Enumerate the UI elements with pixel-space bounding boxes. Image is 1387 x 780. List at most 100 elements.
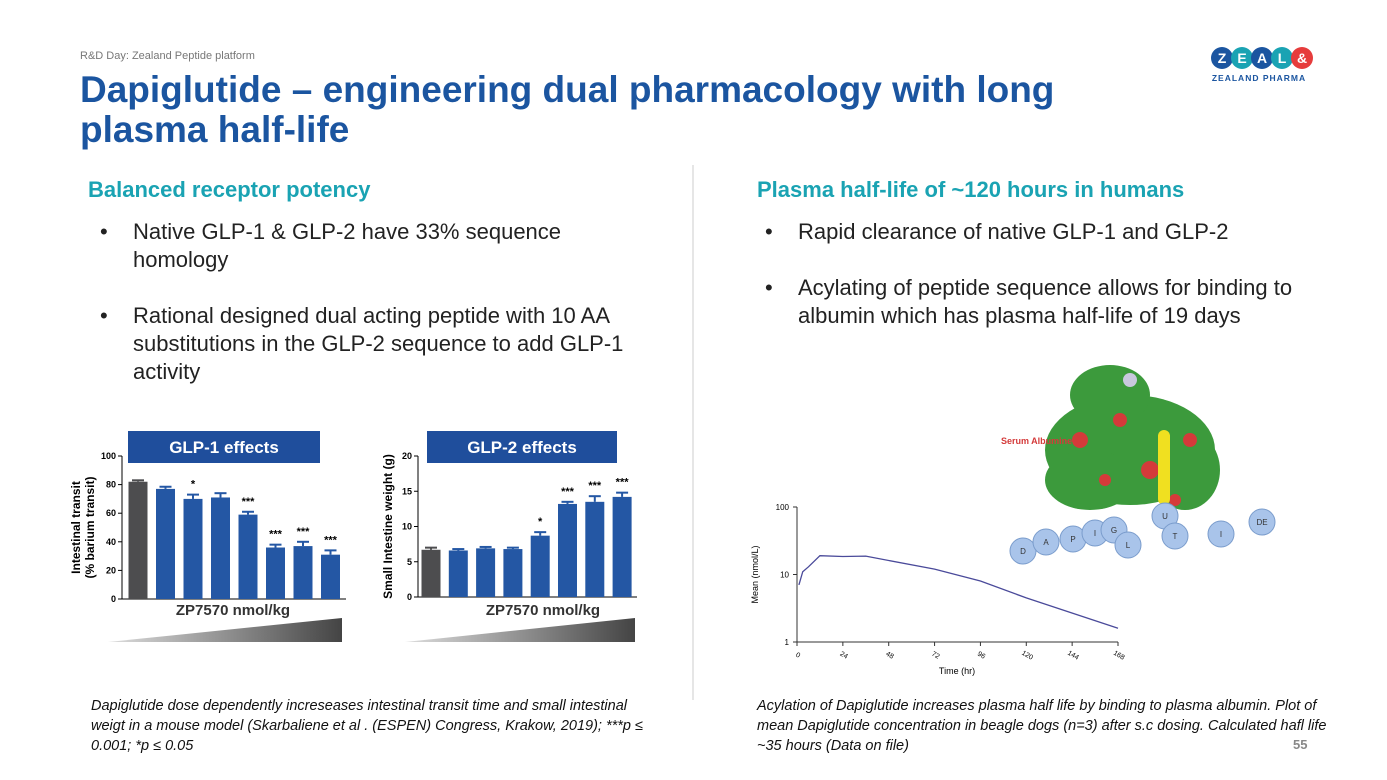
error-bar: [561, 500, 574, 504]
bar: [585, 501, 605, 597]
residue: [1207, 520, 1235, 548]
y-tick-label: 15: [402, 486, 412, 496]
logo-letter: Z: [1218, 50, 1227, 66]
y-tick-label: 0: [407, 592, 412, 602]
residue-label: I: [1094, 529, 1096, 538]
error-bar: [159, 485, 172, 489]
error-bar: [425, 546, 437, 550]
left-heading: Balanced receptor potency: [88, 177, 371, 202]
y-tick-label: 100: [776, 503, 790, 512]
error-bar: [452, 548, 465, 551]
y-tick-label: 10: [780, 571, 789, 580]
error-bar: [269, 543, 282, 548]
significance: ***: [297, 526, 311, 538]
y-axis-label: Intestinal transit: [69, 481, 83, 574]
residue-label: G: [1111, 526, 1117, 535]
chart-title: GLP-1 effects: [169, 438, 279, 457]
page-number: 55: [1293, 737, 1308, 752]
bar: [448, 550, 468, 597]
chart-title: GLP-2 effects: [467, 438, 577, 457]
dose-wedge: [405, 618, 635, 642]
y-tick-label: 60: [106, 508, 116, 518]
dose-wedge: [108, 618, 342, 642]
residue: [1032, 528, 1060, 556]
error-bar: [324, 549, 337, 555]
residue-label: D: [1020, 547, 1026, 556]
title: Dapiglutide – engineering dual pharmacol…: [80, 69, 1055, 150]
residue-label: T: [1173, 532, 1178, 541]
logo-letter: L: [1278, 50, 1287, 66]
bar: [293, 546, 313, 599]
bullet: Rational designed dual acting peptide wi…: [100, 302, 650, 386]
error-bar: [616, 491, 629, 497]
bar: [183, 498, 203, 599]
y-axis-label: (% barium transit): [83, 476, 97, 578]
y-tick-label: 20: [402, 451, 412, 461]
y-tick-label: 0: [111, 594, 116, 604]
significance: ***: [242, 496, 256, 508]
residue-label: L: [1126, 541, 1131, 550]
error-bar: [132, 479, 144, 482]
bar: [238, 514, 258, 599]
bar: [612, 496, 632, 597]
significance: ***: [561, 486, 575, 498]
bar: [128, 481, 148, 599]
x-axis-label: ZP7570 nmol/kg: [486, 602, 600, 619]
error-bar: [534, 531, 547, 536]
error-bar: [479, 545, 492, 549]
residue: [1161, 522, 1189, 550]
logo-letter: A: [1257, 50, 1267, 66]
x-tick-label: 144: [1066, 650, 1080, 662]
significance: ***: [324, 534, 338, 546]
bar: [558, 503, 577, 597]
residue-label: I: [1220, 530, 1222, 539]
left-bullets: Native GLP-1 & GLP-2 have 33% sequence h…: [100, 218, 650, 414]
albumin-blob: [1045, 365, 1220, 510]
error-bar: [187, 493, 199, 499]
significance: ***: [616, 477, 630, 489]
x-axis-label: ZP7570 nmol/kg: [176, 602, 290, 619]
x-tick-label: 24: [838, 651, 848, 661]
error-bar: [297, 540, 309, 547]
bar: [503, 549, 523, 597]
y-tick-label: 100: [101, 451, 116, 461]
left-caption: Dapiglutide dose dependently increseases…: [91, 698, 643, 754]
significance: ***: [588, 480, 602, 492]
logo-letter: &: [1297, 50, 1307, 66]
residue: [1248, 508, 1276, 536]
bar: [321, 554, 340, 599]
y-tick-label: 80: [106, 480, 116, 490]
error-bar: [588, 495, 601, 502]
x-tick-label: 48: [884, 651, 894, 661]
y-tick-label: 40: [106, 537, 116, 547]
significance: *: [538, 516, 543, 528]
significance: *: [191, 479, 196, 491]
x-tick-label: 0: [794, 652, 801, 660]
error-bar: [242, 510, 254, 515]
error-bar: [506, 546, 519, 550]
y-tick-label: 1: [785, 638, 790, 647]
residue: [1114, 531, 1142, 559]
logo-circle: [1231, 47, 1253, 69]
logo-circle: [1291, 47, 1313, 69]
bar: [476, 548, 496, 597]
right-caption: Acylation of Dapiglutide increases plasm…: [757, 698, 1327, 754]
bar: [211, 497, 230, 599]
residue-label: U: [1162, 512, 1168, 521]
bullet: Rapid clearance of native GLP-1 and GLP-…: [765, 218, 1305, 246]
right-bullets: Rapid clearance of native GLP-1 and GLP-…: [765, 218, 1305, 358]
logo-circle: [1271, 47, 1293, 69]
x-tick-label: 168: [1112, 650, 1126, 662]
x-tick-label: 72: [930, 651, 940, 661]
bullet: Acylating of peptide sequence allows for…: [765, 274, 1305, 330]
logo-letter: E: [1237, 50, 1246, 66]
bar: [530, 535, 550, 597]
x-tick-label: 96: [976, 651, 986, 661]
x-axis-label: Time (hr): [939, 666, 975, 676]
molecule-label: Serum Albumine: [1001, 436, 1072, 446]
bar: [266, 547, 285, 599]
data-line: [798, 555, 1119, 629]
residue-label: DE: [1256, 518, 1267, 527]
chart-banner: [128, 431, 320, 463]
